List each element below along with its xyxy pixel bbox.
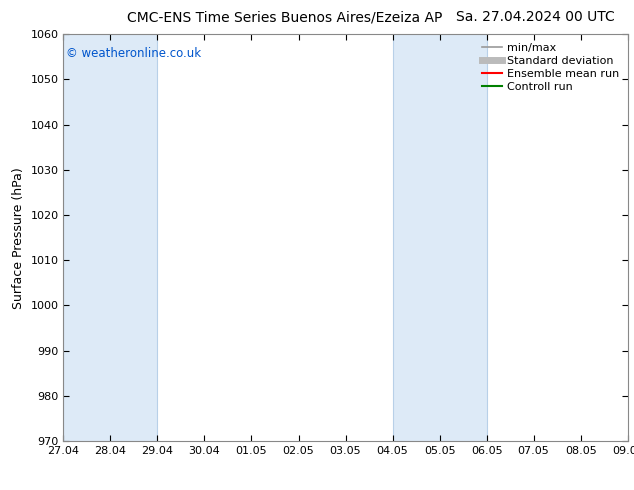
- Y-axis label: Surface Pressure (hPa): Surface Pressure (hPa): [12, 167, 25, 309]
- Legend: min/max, Standard deviation, Ensemble mean run, Controll run: min/max, Standard deviation, Ensemble me…: [479, 40, 622, 95]
- Text: Sa. 27.04.2024 00 UTC: Sa. 27.04.2024 00 UTC: [456, 10, 615, 24]
- Bar: [392, 34, 486, 441]
- Text: © weatheronline.co.uk: © weatheronline.co.uk: [66, 47, 202, 59]
- Text: CMC-ENS Time Series Buenos Aires/Ezeiza AP: CMC-ENS Time Series Buenos Aires/Ezeiza …: [127, 10, 442, 24]
- Bar: [63, 34, 157, 441]
